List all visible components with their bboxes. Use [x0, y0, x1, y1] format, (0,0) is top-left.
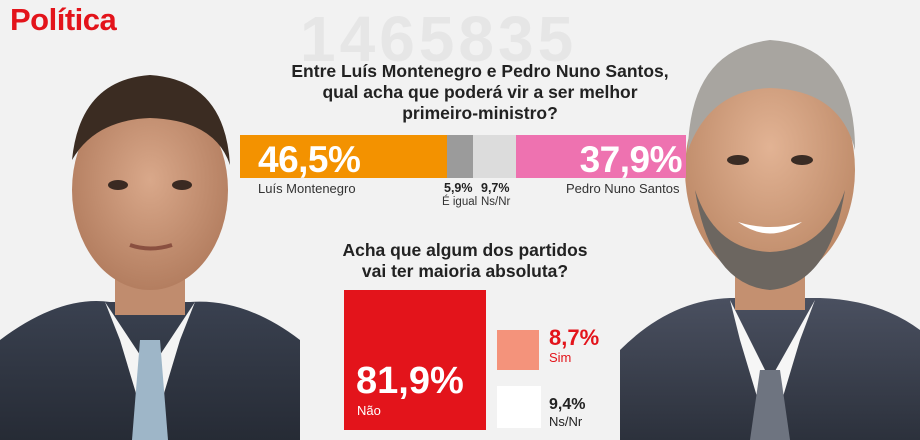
question-1-line: qual acha que poderá vir a ser melhor — [322, 82, 638, 102]
bar-segment-e-igual — [447, 135, 473, 178]
value-e-igual: 5,9% — [444, 181, 473, 195]
bar-segment-luis-montenegro — [240, 135, 447, 178]
question-2-line: Acha que algum dos partidos — [342, 240, 588, 260]
value-ns-nr-maioria: 9,4% — [549, 396, 586, 413]
value-pedro-nuno-santos: 37,9% — [579, 139, 683, 180]
question-1-line: primeiro-ministro? — [402, 103, 558, 123]
background-watermark: 1465835 — [300, 3, 578, 75]
box-nao: 81,9% Não — [344, 290, 486, 430]
value-ns-nr: 9,7% — [481, 181, 510, 195]
label-nao: Não — [357, 403, 381, 418]
bar-segment-ns-nr — [473, 135, 516, 178]
label-ns-nr-maioria: Ns/Nr — [549, 414, 583, 429]
question-2-title: Acha que algum dos partidos vai ter maio… — [330, 240, 600, 282]
label-sim: Sim — [549, 350, 572, 365]
pm-preference-bar: 46,5% 37,9% — [240, 135, 686, 180]
value-sim: 8,7% — [549, 325, 600, 350]
portrait-pedro-nuno-santos — [620, 40, 920, 440]
box-ns-nr — [497, 386, 541, 428]
label-ns-nr: Ns/Nr — [481, 196, 511, 208]
portrait-luis-montenegro — [0, 75, 300, 440]
question-1-title: Entre Luís Montenegro e Pedro Nuno Santo… — [245, 61, 715, 124]
box-sim — [497, 330, 539, 370]
question-2-line: vai ter maioria absoluta? — [361, 261, 569, 281]
label-luis-montenegro: Luís Montenegro — [258, 181, 356, 196]
value-nao: 81,9% — [356, 360, 464, 402]
section-label: Política — [10, 2, 117, 37]
label-e-igual: É igual — [442, 196, 478, 208]
question-1-line: Entre Luís Montenegro e Pedro Nuno Santo… — [291, 61, 669, 81]
bar-segment-pedro-nuno-santos — [516, 135, 686, 178]
value-luis-montenegro: 46,5% — [258, 139, 361, 180]
label-pedro-nuno-santos: Pedro Nuno Santos — [566, 181, 680, 196]
